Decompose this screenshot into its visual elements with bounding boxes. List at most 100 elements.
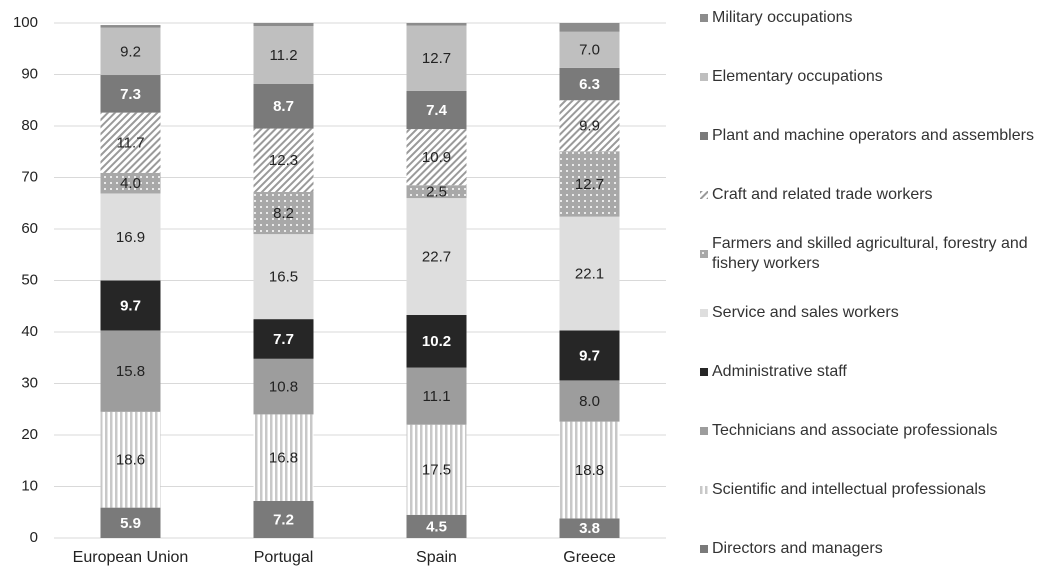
bar-segment [253, 414, 314, 501]
data-label: 22.7 [422, 249, 451, 266]
bar-segment [406, 25, 467, 91]
data-label: 16.9 [116, 229, 145, 246]
legend-swatch-fill [700, 132, 708, 140]
data-label: 17.5 [422, 462, 451, 479]
bar-segment [100, 27, 161, 76]
bar-segment [100, 411, 161, 508]
bar-segment [559, 31, 620, 68]
data-label: 9.7 [120, 297, 141, 314]
y-tick-label: 0 [30, 529, 38, 546]
legend-label: Technicians and associate professionals [712, 422, 998, 439]
data-label: 7.7 [273, 331, 294, 348]
y-tick-label: 80 [21, 117, 38, 134]
bar-segment [253, 319, 314, 359]
data-label: 12.7 [575, 176, 604, 193]
legend-swatch [700, 427, 708, 435]
data-label: 3.8 [579, 520, 600, 537]
legend-entry: Plant and machine operators and assemble… [700, 107, 1044, 166]
legend-swatch [700, 250, 708, 258]
bar-segment [559, 23, 620, 32]
legend-swatch-fill [700, 73, 708, 81]
legend-label: Military occupations [712, 9, 853, 26]
y-tick-label: 10 [21, 477, 38, 494]
legend-label: Plant and machine operators and assemble… [712, 127, 1034, 144]
bar-segment [559, 330, 620, 381]
y-tick-label: 20 [21, 426, 38, 443]
legend-swatch [700, 14, 708, 22]
bar-segment [559, 151, 620, 217]
data-label: 8.2 [273, 205, 294, 222]
bar-segment [559, 421, 620, 519]
legend-swatch-fill [700, 14, 708, 22]
data-label: 15.8 [116, 363, 145, 380]
chart: 0 10 20 30 40 50 60 70 80 90 100 European Union 5.9 1… [13, 14, 666, 566]
bar-segment [100, 193, 161, 281]
legend-swatch [700, 486, 708, 494]
legend-swatch [700, 368, 708, 376]
legend-label: Service and sales workers [712, 304, 899, 321]
data-label: 12.7 [422, 50, 451, 67]
bar-segment [559, 518, 620, 538]
bar-segment [406, 90, 467, 130]
bar-segment [406, 315, 467, 368]
bar-segment [100, 112, 161, 173]
x-tick-label: Spain [416, 549, 457, 566]
data-label: 9.7 [579, 347, 600, 364]
bar-segment [253, 234, 314, 320]
data-label: 7.4 [426, 102, 448, 119]
bar-segment [253, 500, 314, 538]
legend-swatch [700, 73, 708, 81]
legend-label: Administrative staff [712, 363, 847, 380]
data-label: 18.6 [116, 452, 145, 469]
bar-segment [406, 23, 467, 26]
bar-segment [406, 367, 467, 425]
legend-label: Directors and managers [712, 540, 883, 557]
bar-segment [406, 185, 467, 199]
data-label: 11.7 [116, 135, 144, 152]
bar-segment [406, 514, 467, 538]
x-tick-label: European Union [73, 549, 189, 566]
y-tick-label: 60 [21, 220, 38, 237]
y-tick-label: 90 [21, 65, 38, 82]
legend-swatch-fill [700, 191, 708, 199]
data-label: 4.0 [120, 175, 141, 192]
y-tick-label: 50 [21, 271, 38, 288]
bar-segment [253, 83, 314, 129]
legend-entry: Directors and managers [700, 520, 1044, 579]
bar-segment [559, 67, 620, 101]
bar-segment [100, 172, 161, 194]
x-tick-label: Portugal [254, 549, 314, 566]
data-label: 5.9 [120, 515, 141, 532]
bar-segment [253, 23, 314, 27]
bar-segment [406, 424, 467, 515]
legend-entry: Elementary occupations [700, 48, 1044, 107]
legend-swatch-fill [700, 486, 708, 494]
legend-label: Scientific and intellectual professional… [712, 481, 986, 498]
legend-label: Farmers and skilled agricultural, forest… [712, 235, 1028, 272]
y-tick-label: 70 [21, 168, 38, 185]
data-label: 8.0 [579, 393, 600, 410]
bar-segment [559, 380, 620, 422]
legend-entry: Craft and related trade workers [700, 166, 1044, 225]
data-label: 22.1 [575, 266, 604, 283]
legend-swatch [700, 309, 708, 317]
data-label: 7.0 [579, 42, 600, 59]
legend-entry: Service and sales workers [700, 284, 1044, 343]
bar-segment [253, 26, 314, 84]
bar-segment [253, 358, 314, 415]
legend-entry: Administrative staff [700, 343, 1044, 402]
bar-segment [406, 198, 467, 316]
data-label: 16.5 [269, 269, 298, 286]
bar-segment [100, 507, 161, 538]
legend-entry: Scientific and intellectual professional… [700, 461, 1044, 520]
x-tick-label: Greece [563, 549, 616, 566]
data-label: 11.2 [269, 47, 297, 64]
data-label: 7.3 [120, 86, 141, 103]
legend-entry: Technicians and associate professionals [700, 402, 1044, 461]
data-label: 10.8 [269, 379, 298, 396]
bar-segment [406, 129, 467, 186]
legend-entry: Military occupations [700, 0, 1044, 48]
bar-segment [253, 128, 314, 192]
data-label: 12.3 [269, 152, 298, 169]
bar-segment [559, 100, 620, 152]
